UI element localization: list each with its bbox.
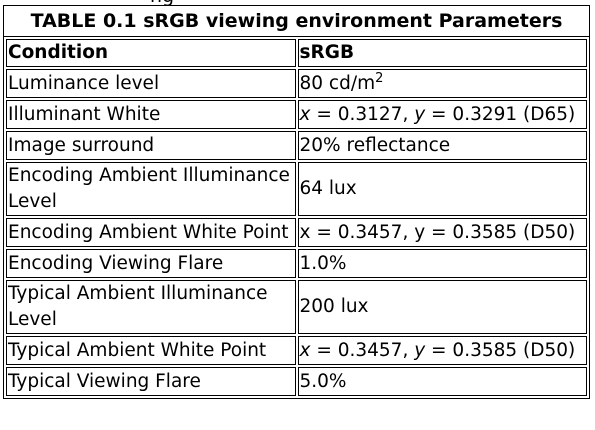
x-variable: x — [299, 339, 311, 361]
clipped-text: ng — [150, 0, 174, 6]
condition-cell: Encoding Ambient Illuminance Level — [6, 162, 296, 216]
value-superscript: 2 — [375, 70, 384, 86]
value-cell: x = 0.3457, y = 0.3585 (D50) — [297, 218, 587, 247]
header-condition: Condition — [6, 39, 296, 67]
value-text: 80 cd/m — [299, 72, 376, 94]
table-header-row: Condition sRGB — [6, 39, 587, 67]
table-row: Typical Viewing Flare 5.0% — [6, 367, 587, 396]
condition-cell: Encoding Ambient White Point — [6, 218, 296, 247]
condition-cell: Illuminant White — [6, 100, 296, 129]
table-row: Encoding Viewing Flare 1.0% — [6, 249, 587, 278]
condition-cell: Encoding Viewing Flare — [6, 249, 296, 278]
x-value: = 0.3127, — [310, 103, 415, 125]
condition-cell: Luminance level — [6, 69, 296, 98]
y-value: = 0.3585 (D50) — [425, 339, 576, 361]
table-row: Luminance level 80 cd/m2 — [6, 69, 587, 98]
value-cell: 1.0% — [297, 249, 587, 278]
y-variable: y — [414, 339, 426, 361]
table-row: Illuminant White x = 0.3127, y = 0.3291 … — [6, 100, 587, 129]
value-cell: 20% reflectance — [297, 131, 587, 160]
header-srgb: sRGB — [297, 39, 587, 67]
condition-cell: Image surround — [6, 131, 296, 160]
value-cell: 200 lux — [297, 280, 587, 334]
value-cell: 80 cd/m2 — [297, 69, 587, 98]
condition-cell: Typical Viewing Flare — [6, 367, 296, 396]
y-value: = 0.3291 (D65) — [425, 103, 576, 125]
table-row: Encoding Ambient Illuminance Level 64 lu… — [6, 162, 587, 216]
table-row: Encoding Ambient White Point x = 0.3457,… — [6, 218, 587, 247]
value-cell: 64 lux — [297, 162, 587, 216]
y-variable: y — [414, 103, 426, 125]
value-cell: 5.0% — [297, 367, 587, 396]
value-cell: x = 0.3457, y = 0.3585 (D50) — [297, 336, 587, 365]
table-row: Typical Ambient Illuminance Level 200 lu… — [6, 280, 587, 334]
table-row: Typical Ambient White Point x = 0.3457, … — [6, 336, 587, 365]
table-row: Image surround 20% reflectance — [6, 131, 587, 160]
table-caption: TABLE 0.1 sRGB viewing environment Param… — [3, 5, 590, 36]
x-variable: x — [299, 103, 311, 125]
x-value: = 0.3457, — [310, 339, 415, 361]
srgb-parameters-table: TABLE 0.1 sRGB viewing environment Param… — [3, 5, 590, 399]
condition-cell: Typical Ambient Illuminance Level — [6, 280, 296, 334]
value-cell: x = 0.3127, y = 0.3291 (D65) — [297, 100, 587, 129]
clipped-text-fragment: ng — [0, 0, 595, 6]
condition-cell: Typical Ambient White Point — [6, 336, 296, 365]
